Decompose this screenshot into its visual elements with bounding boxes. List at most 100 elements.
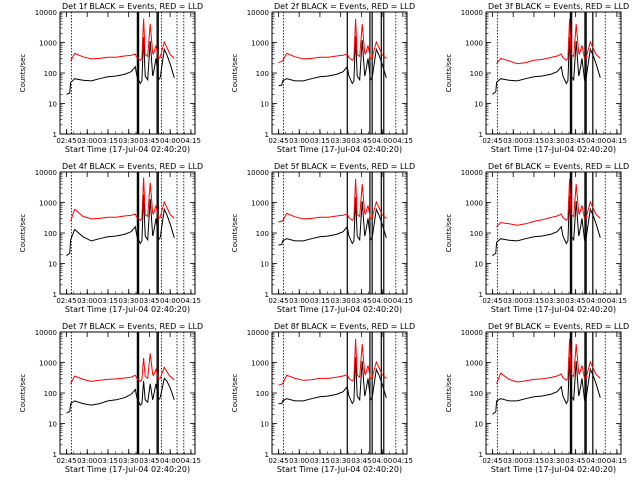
y-tick-label: 100: [470, 230, 483, 238]
chart-panel-7: 1 10 100 1000 10000 02:45 03:00 03:15 03:30 03:45…: [19, 322, 203, 474]
y-tick-label: 1000: [251, 40, 269, 48]
chart-title: Det 2f BLACK = Events, RED = LLD: [274, 2, 415, 11]
x-tick-label: 03:00: [77, 457, 97, 465]
x-tick-label: 03:00: [503, 297, 523, 305]
x-tick-label: 03:00: [289, 297, 309, 305]
y-tick-label: 10: [474, 421, 483, 429]
y-tick-label: 1: [479, 131, 483, 139]
x-tick-label: 03:45: [139, 457, 159, 465]
chart-panel-8: 1 10 100 1000 10000 02:45 03:00 03:15 03:30 03:45…: [231, 322, 415, 474]
plot-frame: [59, 331, 196, 455]
y-tick-label: 100: [256, 390, 269, 398]
x-axis-label: Start Time (17-Jul-04 02:40:20): [491, 305, 616, 314]
x-tick-label: 02:45: [482, 457, 502, 465]
x-tick-label: 03:30: [331, 137, 351, 145]
x-tick-label: 03:45: [565, 457, 585, 465]
x-tick-label: 03:00: [503, 457, 523, 465]
chart-panel-6: 1 10 100 1000 10000 02:45 03:00 03:15 03:30 03:45…: [445, 162, 629, 314]
y-tick-label: 1000: [465, 200, 483, 208]
y-tick-label: 10: [260, 421, 269, 429]
y-axis-label: Counts/sec: [19, 374, 27, 413]
series-line-events: [66, 194, 175, 257]
y-tick-label: 100: [256, 70, 269, 78]
x-tick-label: 03:30: [119, 457, 139, 465]
series-line-events: [278, 36, 387, 87]
x-tick-label: 03:45: [139, 297, 159, 305]
x-tick-label: 03:45: [351, 457, 371, 465]
series-line-events: [278, 357, 387, 405]
y-tick-label: 100: [44, 230, 57, 238]
y-tick-label: 1000: [39, 40, 57, 48]
series-line-lld: [278, 178, 387, 223]
y-tick-label: 10000: [461, 9, 483, 17]
x-tick-label: 03:30: [545, 297, 565, 305]
series-line-events: [492, 196, 601, 257]
chart-panel-3: 1 10 100 1000 10000 02:45 03:00 03:15 03:30 03:45…: [445, 2, 629, 154]
x-tick-label: 03:30: [331, 297, 351, 305]
y-tick-label: 100: [470, 70, 483, 78]
series-line-lld: [496, 18, 601, 65]
chart-title: Det 4f BLACK = Events, RED = LLD: [62, 162, 203, 171]
x-tick-label: 03:30: [545, 137, 565, 145]
x-tick-label: 02:45: [56, 457, 76, 465]
series-line-lld: [278, 18, 387, 64]
x-tick-label: 04:00: [160, 457, 180, 465]
x-tick-label: 03:45: [565, 297, 585, 305]
y-axis-label: Counts/sec: [19, 54, 27, 93]
y-axis-label: Counts/sec: [19, 214, 27, 253]
x-tick-label: 04:00: [586, 297, 606, 305]
series-line-lld: [496, 178, 601, 228]
y-tick-label: 10000: [35, 329, 57, 337]
x-tick-label: 02:45: [268, 137, 288, 145]
x-tick-label: 04:15: [607, 457, 627, 465]
x-tick-label: 04:00: [372, 137, 392, 145]
x-tick-label: 02:45: [268, 297, 288, 305]
y-tick-label: 10: [48, 261, 57, 269]
chart-title: Det 9f BLACK = Events, RED = LLD: [488, 322, 629, 331]
y-tick-label: 100: [470, 390, 483, 398]
x-tick-label: 02:45: [56, 297, 76, 305]
x-tick-label: 03:15: [524, 297, 544, 305]
x-tick-label: 02:45: [482, 297, 502, 305]
x-tick-label: 03:15: [524, 457, 544, 465]
y-tick-label: 1: [479, 451, 483, 459]
y-axis-label: Counts/sec: [445, 214, 453, 253]
y-tick-label: 10000: [35, 169, 57, 177]
y-tick-label: 10000: [461, 169, 483, 177]
x-tick-label: 04:00: [160, 297, 180, 305]
x-tick-label: 03:45: [565, 137, 585, 145]
y-tick-label: 10: [48, 101, 57, 109]
y-axis-label: Counts/sec: [231, 374, 239, 413]
y-tick-label: 10000: [247, 329, 269, 337]
x-tick-label: 04:00: [372, 457, 392, 465]
x-tick-label: 03:00: [289, 457, 309, 465]
series-line-lld: [278, 338, 387, 386]
x-tick-label: 03:00: [503, 137, 523, 145]
y-tick-label: 1000: [465, 40, 483, 48]
x-tick-label: 03:45: [139, 137, 159, 145]
y-tick-label: 1000: [465, 360, 483, 368]
x-tick-label: 02:45: [268, 457, 288, 465]
y-tick-label: 10000: [247, 9, 269, 17]
y-axis-label: Counts/sec: [445, 374, 453, 413]
x-tick-label: 03:15: [98, 297, 118, 305]
y-tick-label: 1: [265, 451, 269, 459]
series-line-events: [66, 37, 175, 95]
x-tick-label: 04:15: [607, 137, 627, 145]
series-line-lld: [496, 338, 601, 384]
chart-panel-1: 1 10 100 1000 10000 02:45 03:00 03:15 03:30 03:45…: [19, 2, 203, 154]
y-tick-label: 1000: [39, 200, 57, 208]
x-axis-label: Start Time (17-Jul-04 02:40:20): [277, 305, 402, 314]
y-axis-label: Counts/sec: [445, 54, 453, 93]
x-axis-label: Start Time (17-Jul-04 02:40:20): [277, 145, 402, 154]
x-tick-label: 03:45: [351, 137, 371, 145]
x-tick-label: 04:15: [181, 137, 201, 145]
y-tick-label: 10000: [461, 329, 483, 337]
y-tick-label: 1000: [39, 360, 57, 368]
y-tick-label: 10000: [35, 9, 57, 17]
chart-panel-4: 1 10 100 1000 10000 02:45 03:00 03:15 03:30 03:45…: [19, 162, 203, 314]
x-axis-label: Start Time (17-Jul-04 02:40:20): [277, 465, 402, 474]
x-tick-label: 04:15: [393, 457, 413, 465]
x-tick-label: 03:30: [119, 137, 139, 145]
x-tick-label: 02:45: [482, 137, 502, 145]
